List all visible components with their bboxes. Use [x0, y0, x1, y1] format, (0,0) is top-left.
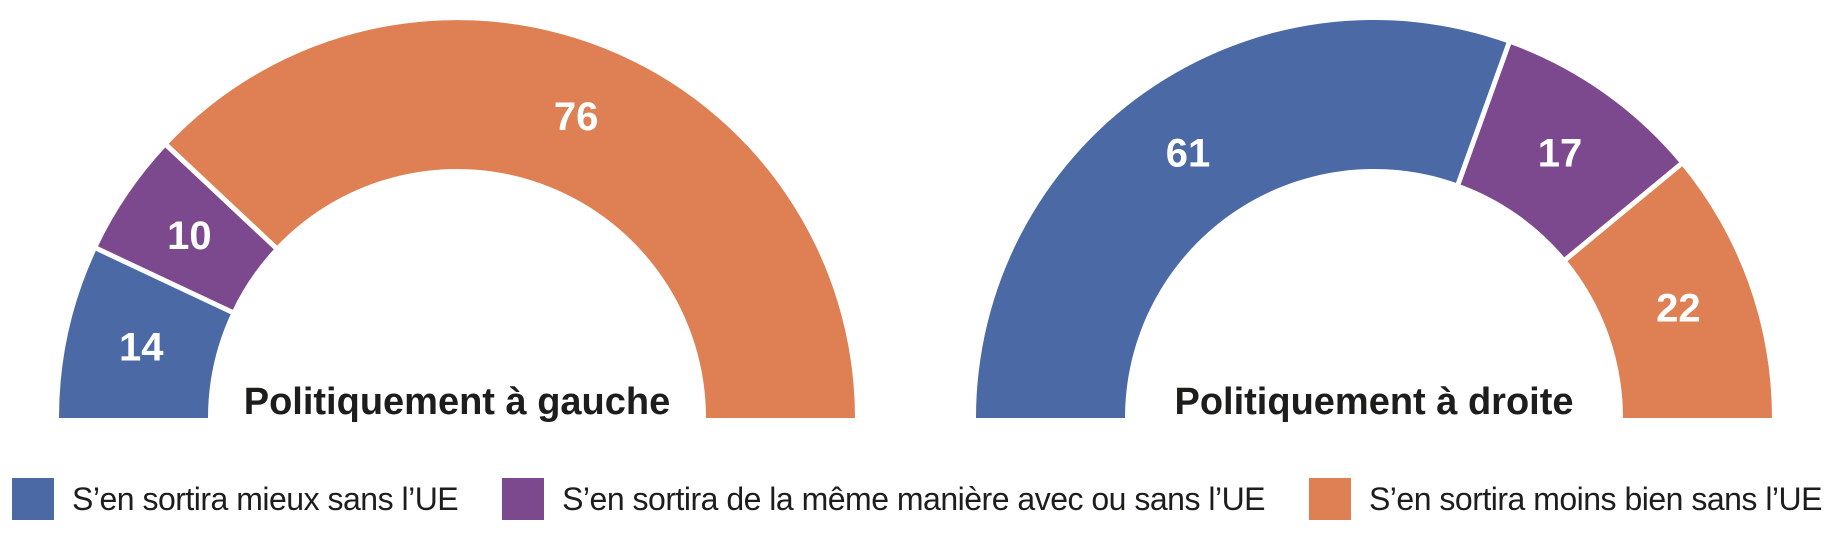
segment-value-label: 76 [554, 95, 599, 139]
legend-item-moins-bien: S’en sortira moins bien sans l’UE [1308, 478, 1823, 520]
legend-label: S’en sortira mieux sans l’UE [72, 480, 459, 517]
chart-title-left: Politiquement à gauche [244, 381, 671, 423]
dual-donut-chart: 14 10 76 Politiquement à gauche 61 17 22 Polit… [0, 0, 1834, 432]
legend-item-mieux: S’en sortira mieux sans l’UE [12, 478, 459, 520]
chart-segment-s-en-sortira-mieux-sans-l-ue [976, 19, 1509, 418]
legend-swatch-orange [1308, 478, 1351, 520]
segment-value-label: 61 [1166, 131, 1211, 175]
segment-value-label: 17 [1538, 131, 1583, 175]
donut-chart-right: 61 17 22 Politiquement à droite [976, 19, 1772, 423]
segment-divider [93, 245, 236, 316]
chart-politiquement-a-gauche: 14 10 76 Politiquement à gauche [0, 0, 917, 432]
chart-segment-s-en-sortira-de-la-m-me-mani-r [1458, 43, 1681, 260]
legend-swatch-blue [12, 478, 54, 520]
chart-politiquement-a-droite: 61 17 22 Politiquement à droite [917, 0, 1834, 432]
chart-segment-s-en-sortira-moins-bien-sans-l [1565, 164, 1772, 418]
segment-divider [162, 141, 280, 252]
chart-title-right: Politiquement à droite [1174, 381, 1573, 423]
segment-value-label: 10 [167, 214, 212, 258]
legend-item-meme-maniere: S’en sortira de la même manière avec ou … [502, 478, 1266, 520]
chart-segment-s-en-sortira-de-la-m-me-mani-r [96, 145, 276, 312]
segment-divider [1561, 160, 1685, 264]
legend-swatch-purple [502, 478, 545, 520]
chart-segment-s-en-sortira-moins-bien-sans-l [166, 20, 855, 419]
segment-divider [1454, 39, 1513, 188]
segment-value-label: 14 [119, 325, 164, 369]
legend-label: S’en sortira de la même manière avec ou … [562, 480, 1266, 517]
legend-label: S’en sortira moins bien sans l’UE [1368, 480, 1823, 517]
chart-segment-s-en-sortira-mieux-sans-l-ue [59, 248, 232, 418]
legend: S’en sortira mieux sans l’UE S’en sortir… [0, 478, 1834, 520]
segment-value-label: 22 [1656, 286, 1701, 330]
donut-chart-left: 14 10 76 Politiquement à gauche [59, 20, 855, 423]
